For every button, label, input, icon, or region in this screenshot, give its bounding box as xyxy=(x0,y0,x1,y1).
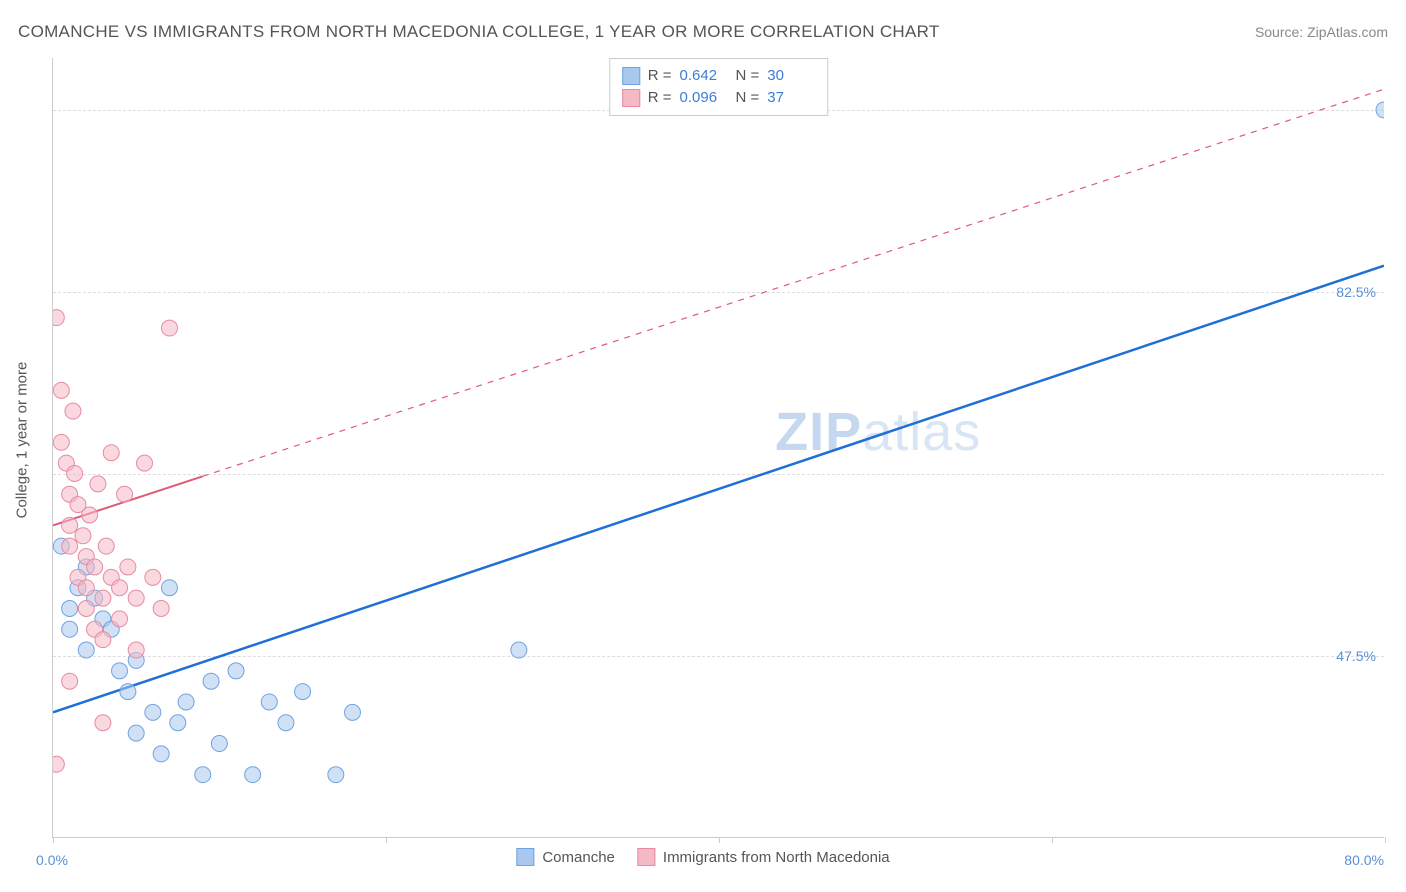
chart-header: COMANCHE VS IMMIGRANTS FROM NORTH MACEDO… xyxy=(18,22,1388,42)
chart-svg xyxy=(53,58,1384,837)
legend-item-series-1: Comanche xyxy=(516,848,615,866)
correlation-legend: R = 0.642 N = 30 R = 0.096 N = 37 xyxy=(609,58,829,116)
swatch-series-1 xyxy=(622,67,640,85)
x-axis-label-min: 0.0% xyxy=(36,852,68,868)
swatch-series-2 xyxy=(622,89,640,107)
legend-row-series-2: R = 0.096 N = 37 xyxy=(622,87,816,109)
series-legend: Comanche Immigrants from North Macedonia xyxy=(516,848,889,866)
legend-item-series-2: Immigrants from North Macedonia xyxy=(637,848,890,866)
chart-title: COMANCHE VS IMMIGRANTS FROM NORTH MACEDO… xyxy=(18,22,940,42)
source-attribution: Source: ZipAtlas.com xyxy=(1255,24,1388,40)
swatch-series-1-icon xyxy=(516,848,534,866)
legend-row-series-1: R = 0.642 N = 30 xyxy=(622,65,816,87)
plot-area: ZIPatlas R = 0.642 N = 30 R = 0.096 N = … xyxy=(52,58,1384,838)
swatch-series-2-icon xyxy=(637,848,655,866)
y-axis-label: College, 1 year or more xyxy=(14,362,31,519)
x-axis-label-max: 80.0% xyxy=(1344,852,1384,868)
